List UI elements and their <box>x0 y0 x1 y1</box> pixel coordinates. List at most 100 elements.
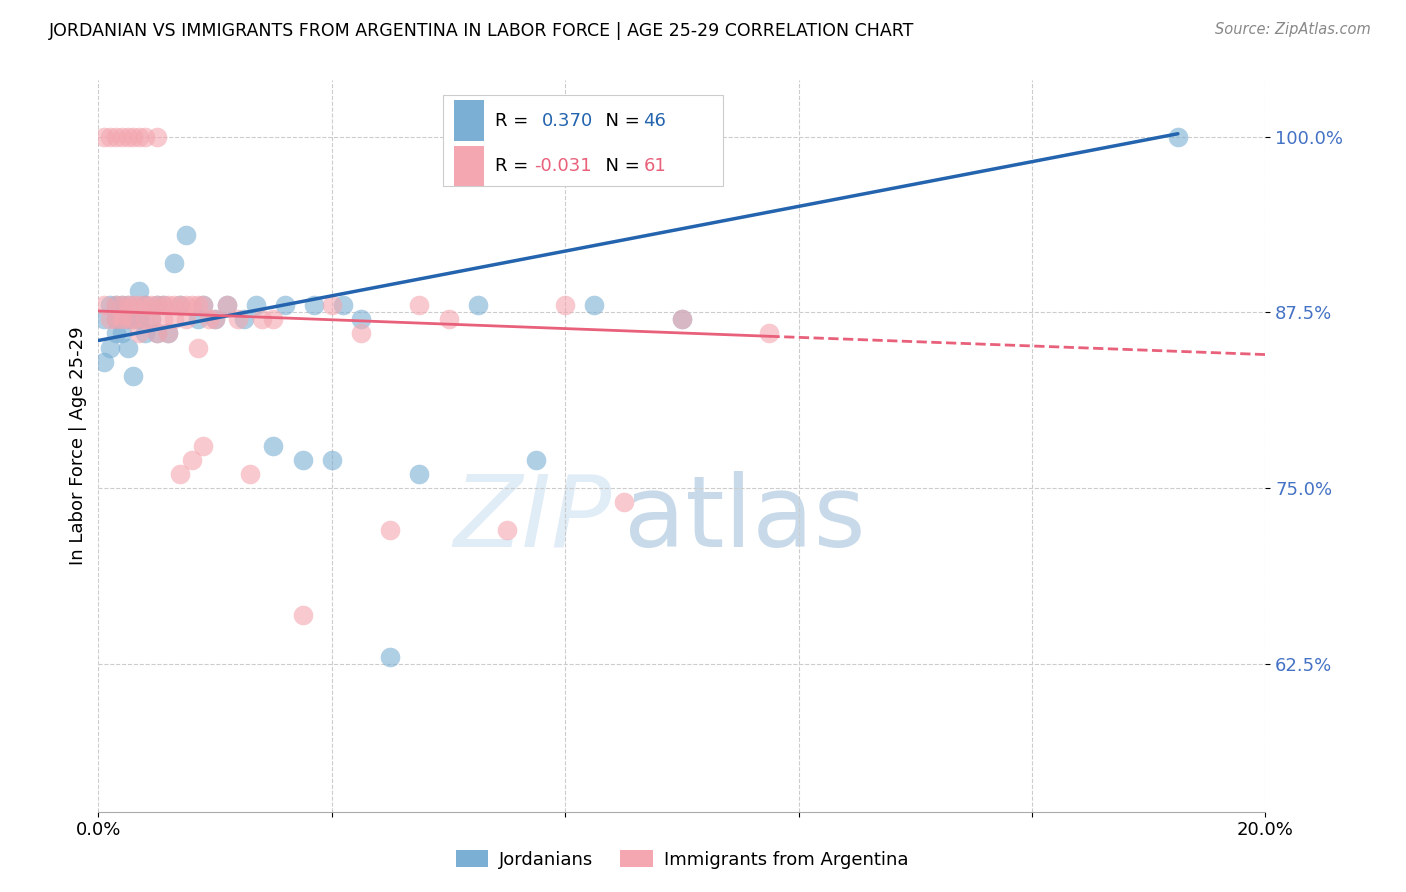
Point <box>104 129 127 144</box>
Point <box>321 298 343 312</box>
Point <box>111 326 134 341</box>
Point <box>169 467 191 482</box>
Bar <box>454 101 484 141</box>
Point <box>111 298 134 312</box>
Point <box>98 298 121 312</box>
Point <box>262 312 284 326</box>
Point <box>204 312 226 326</box>
Point <box>174 312 197 326</box>
Point <box>117 341 139 355</box>
Point <box>758 326 780 341</box>
Point <box>93 129 115 144</box>
Point <box>139 298 162 312</box>
Text: 61: 61 <box>644 157 666 175</box>
Point <box>174 227 197 242</box>
Point <box>187 341 209 355</box>
Point <box>437 312 460 326</box>
Point <box>134 326 156 341</box>
Point <box>380 650 402 665</box>
Point <box>408 467 430 482</box>
Point <box>193 439 215 453</box>
Point <box>117 298 139 312</box>
Point <box>104 312 127 326</box>
Point <box>122 312 145 326</box>
Point <box>157 326 180 341</box>
Point <box>134 298 156 312</box>
Text: atlas: atlas <box>624 471 865 567</box>
Point <box>304 298 326 312</box>
Point <box>152 298 174 312</box>
Point <box>1167 129 1189 144</box>
Point <box>204 312 226 326</box>
Point <box>215 298 238 312</box>
Point <box>180 453 202 467</box>
Point <box>134 298 156 312</box>
Point <box>612 495 634 509</box>
Point <box>193 298 215 312</box>
Point <box>93 298 115 312</box>
Point <box>180 298 202 312</box>
Point <box>122 129 145 144</box>
Text: 0.370: 0.370 <box>541 112 593 129</box>
Text: JORDANIAN VS IMMIGRANTS FROM ARGENTINA IN LABOR FORCE | AGE 25-29 CORRELATION CH: JORDANIAN VS IMMIGRANTS FROM ARGENTINA I… <box>49 22 914 40</box>
Point <box>139 312 162 326</box>
Point <box>467 298 489 312</box>
Text: N =: N = <box>595 157 645 175</box>
Point <box>332 298 354 312</box>
Point <box>111 298 134 312</box>
Point <box>245 298 267 312</box>
Point <box>496 524 519 538</box>
Point <box>146 326 169 341</box>
Point <box>157 326 180 341</box>
Point <box>104 298 127 312</box>
Point <box>163 256 186 270</box>
Point <box>408 298 430 312</box>
Text: -0.031: -0.031 <box>534 157 592 175</box>
Point <box>146 298 169 312</box>
Point <box>174 298 197 312</box>
Point <box>524 453 547 467</box>
Point <box>350 326 373 341</box>
Point <box>117 312 139 326</box>
Text: Source: ZipAtlas.com: Source: ZipAtlas.com <box>1215 22 1371 37</box>
Point <box>152 312 174 326</box>
Point <box>233 312 256 326</box>
Point <box>122 298 145 312</box>
Point <box>250 312 273 326</box>
Point <box>671 312 693 326</box>
Point <box>215 298 238 312</box>
Point <box>239 467 262 482</box>
Point <box>262 439 284 453</box>
Point <box>128 285 150 299</box>
Text: N =: N = <box>595 112 645 129</box>
Point <box>117 298 139 312</box>
Point <box>350 312 373 326</box>
Legend: Jordanians, Immigrants from Argentina: Jordanians, Immigrants from Argentina <box>449 843 915 876</box>
Point <box>139 312 162 326</box>
Text: R =: R = <box>495 112 540 129</box>
Point <box>554 298 576 312</box>
Point <box>583 298 606 312</box>
Point <box>104 326 127 341</box>
Point <box>163 312 186 326</box>
Point <box>169 298 191 312</box>
Point <box>93 312 115 326</box>
Point <box>671 312 693 326</box>
Point <box>274 298 297 312</box>
Point <box>134 129 156 144</box>
Y-axis label: In Labor Force | Age 25-29: In Labor Force | Age 25-29 <box>69 326 87 566</box>
Point <box>111 312 134 326</box>
Point <box>146 326 169 341</box>
Text: ZIP: ZIP <box>454 471 612 567</box>
Point <box>146 298 169 312</box>
Bar <box>443 95 723 186</box>
Point <box>128 298 150 312</box>
Point <box>380 524 402 538</box>
Point <box>128 129 150 144</box>
Point <box>187 312 209 326</box>
Point <box>93 354 115 368</box>
Text: R =: R = <box>495 157 534 175</box>
Point <box>146 129 169 144</box>
Point <box>163 298 186 312</box>
Point <box>128 326 150 341</box>
